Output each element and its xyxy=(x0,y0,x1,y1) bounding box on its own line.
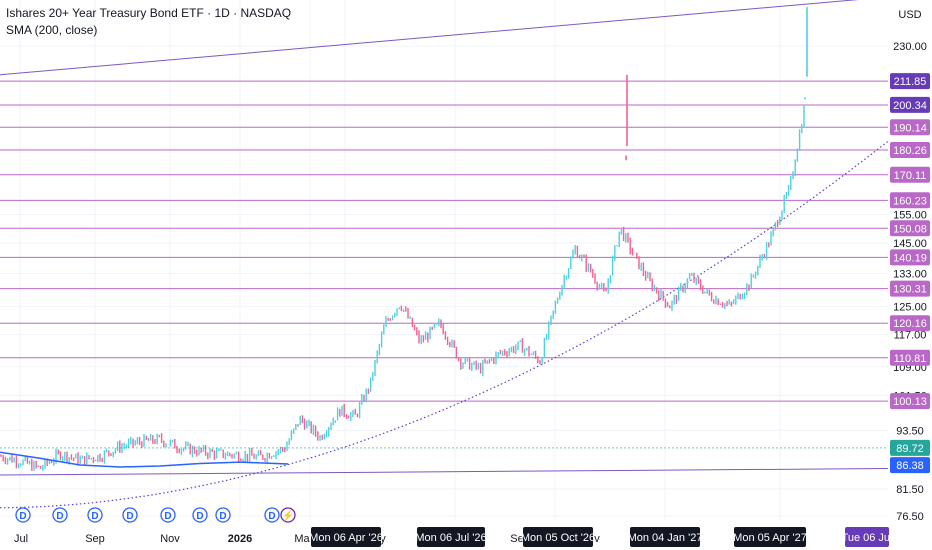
price-bars xyxy=(0,6,808,471)
level-tag xyxy=(890,192,930,209)
channel-lines xyxy=(0,0,889,476)
x-tick-label: Nov xyxy=(160,533,180,545)
dividend-marker-label: D xyxy=(196,511,203,522)
y-tick-label: 125.00 xyxy=(893,301,927,313)
event-marker-label: ⚡ xyxy=(282,509,294,522)
dividend-marker-label: D xyxy=(19,511,26,522)
sma-tag xyxy=(890,457,930,474)
dividend-marker xyxy=(52,507,68,523)
currency-label: USD xyxy=(898,9,921,21)
indicator-legend[interactable]: SMA (200, close) xyxy=(6,23,98,37)
y-tick-label: 81.50 xyxy=(896,484,924,496)
level-tag-label: 110.81 xyxy=(894,353,927,365)
date-tag xyxy=(630,527,700,547)
date-tag-label: Tue 06 Jul xyxy=(842,532,893,544)
channel-lower xyxy=(0,468,889,476)
x-tick-label: Jul xyxy=(14,533,28,545)
chart-title: Ishares 20+ Year Treasury Bond ETF · 1D … xyxy=(6,6,292,20)
level-tag-label: 160.23 xyxy=(893,195,927,207)
date-tag xyxy=(734,527,806,547)
y-tick-label: 145.00 xyxy=(893,238,927,250)
y-tick-label: 117.00 xyxy=(894,330,927,342)
level-tag xyxy=(890,249,930,266)
date-tag-label: Mon 04 Jan '27 xyxy=(628,532,703,544)
time-axis[interactable]: JulSepNov2026MaySevMayMon 06 Apr '26Mon … xyxy=(0,524,892,550)
dividend-marker xyxy=(160,507,176,523)
dividend-marker-label: D xyxy=(91,511,98,522)
grid-lines xyxy=(0,0,888,520)
dividend-marker-label: D xyxy=(126,511,133,522)
sma-path xyxy=(0,451,289,468)
level-tag-label: 140.19 xyxy=(893,252,927,264)
event-markers[interactable]: D D D D D D D D ⚡ xyxy=(15,507,296,523)
last-price-tag xyxy=(890,439,930,456)
y-tick-label: 76.50 xyxy=(896,511,924,523)
level-tag xyxy=(890,280,930,297)
sma-label: 86.38 xyxy=(896,460,924,472)
level-tag-label: 200.34 xyxy=(893,100,927,112)
x-tick-label: 2026 xyxy=(228,533,252,545)
date-tag-label: Mon 06 Apr '26 xyxy=(309,532,383,544)
date-tag xyxy=(417,527,485,547)
x-tick-label: v xyxy=(594,533,600,545)
sma-line xyxy=(0,451,289,468)
date-tag-label: Mon 06 Jul '26 xyxy=(415,532,486,544)
dividend-marker-label: D xyxy=(164,511,171,522)
level-tag xyxy=(890,315,930,332)
dividend-marker xyxy=(215,507,231,523)
dividend-marker-label: D xyxy=(219,511,226,522)
dividend-marker-label: D xyxy=(268,511,275,522)
dividend-marker xyxy=(15,507,31,523)
y-tick-label: 230.00 xyxy=(893,41,927,53)
y-tick-label: 93.50 xyxy=(896,425,924,437)
channel-upper xyxy=(0,0,859,76)
level-tag xyxy=(890,166,930,183)
date-tag xyxy=(523,527,593,547)
dividend-marker xyxy=(122,507,138,523)
date-tag-label: Mon 05 Oct '26 xyxy=(521,532,595,544)
level-tag xyxy=(890,142,930,158)
dividend-marker xyxy=(192,507,208,523)
y-tick-label: 133.00 xyxy=(893,269,927,281)
level-tag xyxy=(890,220,930,237)
y-tick-label: 155.00 xyxy=(893,210,927,222)
dividend-marker-label: D xyxy=(56,511,63,522)
level-tag-label: 211.85 xyxy=(894,76,927,88)
last-price-label: 89.72 xyxy=(896,443,924,455)
level-tag xyxy=(890,96,930,113)
date-tag xyxy=(845,527,889,547)
level-tag-label: 100.13 xyxy=(893,396,927,408)
level-tag-label: 150.08 xyxy=(893,223,927,235)
date-tag-label: Mon 05 Apr '27 xyxy=(733,532,807,544)
horizontal-levels xyxy=(0,80,888,402)
level-tag-label: 170.11 xyxy=(894,170,927,182)
parabolic-curve xyxy=(0,140,889,509)
date-tag xyxy=(311,527,381,547)
x-tick-label: Sep xyxy=(85,533,105,545)
parabolic-curve-path xyxy=(0,140,889,509)
dividend-marker xyxy=(264,507,280,523)
level-tag xyxy=(890,73,930,90)
level-tag-label: 190.14 xyxy=(893,122,927,134)
x-tick-label: Ma xyxy=(294,533,310,545)
level-tag xyxy=(890,349,930,366)
level-tag xyxy=(890,119,930,136)
level-tag xyxy=(890,393,930,410)
x-tick-label: Se xyxy=(510,533,523,545)
level-tag-label: 130.31 xyxy=(893,284,927,296)
x-tick-label: y xyxy=(380,533,386,545)
level-tag-label: 120.16 xyxy=(893,318,927,330)
dividend-marker xyxy=(87,507,103,523)
level-tag-label: 180.26 xyxy=(893,145,927,157)
event-marker xyxy=(280,507,296,523)
